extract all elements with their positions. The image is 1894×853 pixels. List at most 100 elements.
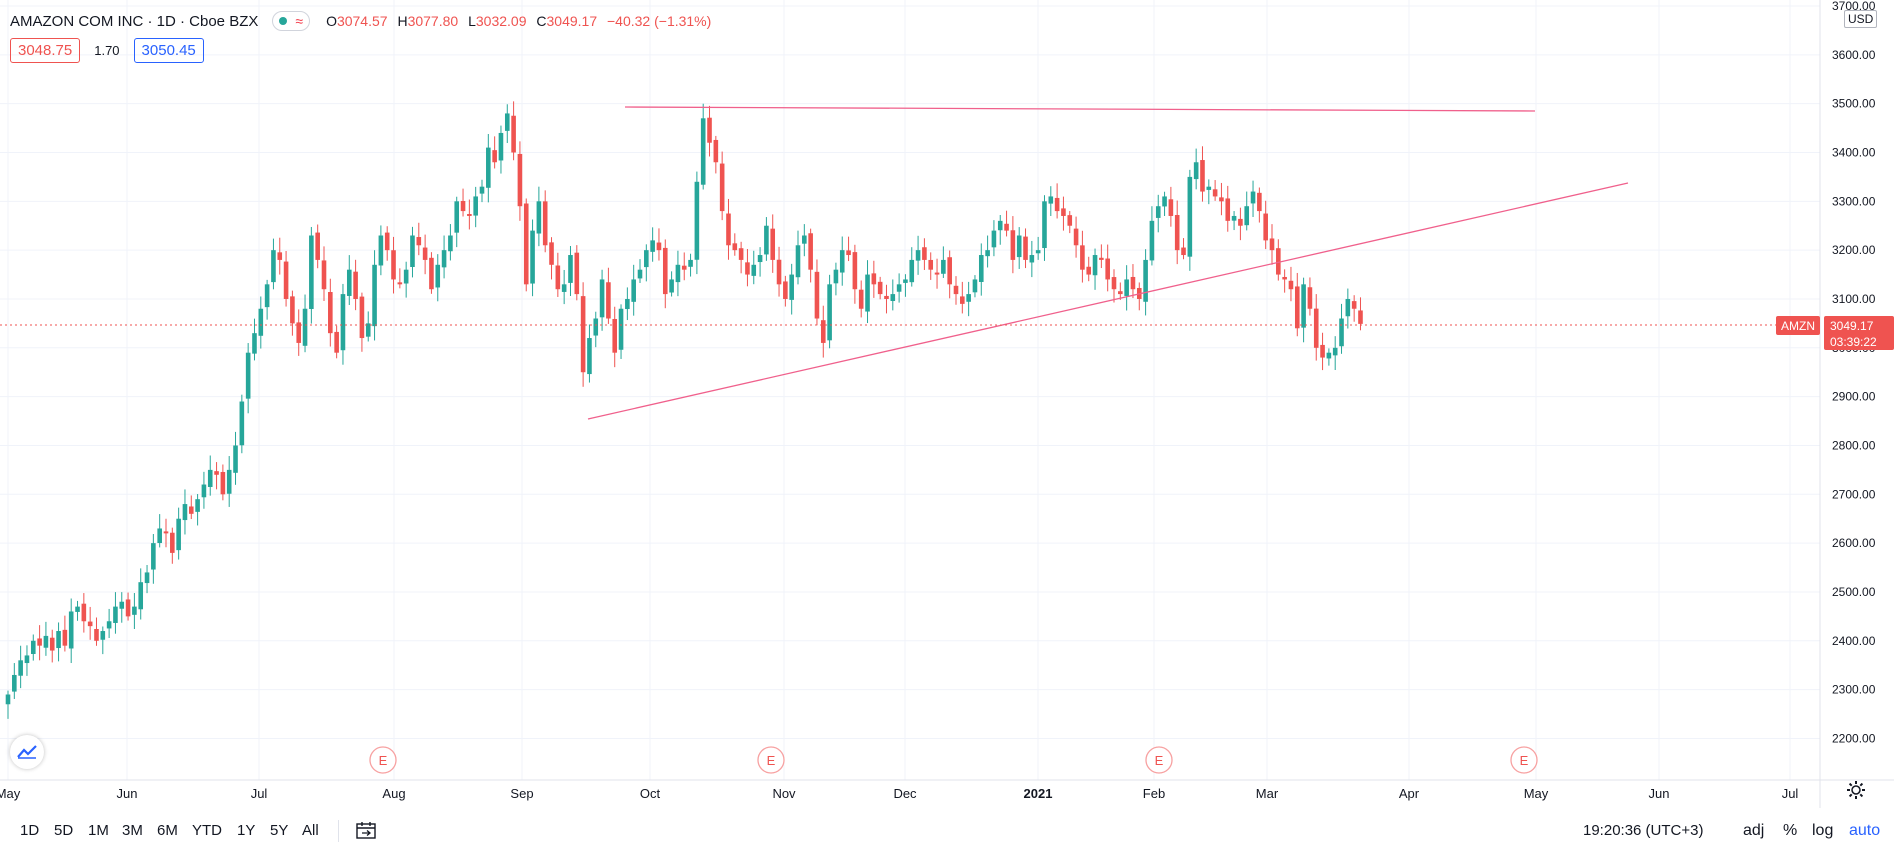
range-ytd-button[interactable]: YTD [192, 822, 222, 839]
candle [62, 615, 68, 652]
candle-body [1023, 236, 1028, 260]
bid-price-button[interactable]: 3048.75 [10, 38, 81, 63]
candle [745, 248, 750, 287]
candle-body [606, 282, 611, 319]
candle-body [612, 318, 618, 353]
range-1d-button[interactable]: 1D [20, 822, 40, 839]
candle-body [346, 269, 352, 296]
candle-body [1351, 301, 1357, 309]
time-axis[interactable]: May Jun Jul Aug Sep Oct Nov Dec 2021 Feb Mar Apr May… [0, 786, 1798, 801]
candle [593, 311, 599, 348]
candle [195, 494, 200, 526]
price-axis-label: 3500.00 [1832, 97, 1876, 111]
candle-body [359, 296, 365, 339]
price-axis[interactable]: 3700.00 3600.00 3500.00 3400.00 3300.00 3200.… [1832, 0, 1876, 745]
candle [644, 244, 649, 282]
log-scale-toggle[interactable]: log [1812, 822, 1834, 839]
range-5y-button[interactable]: 5Y [270, 822, 289, 839]
candle-body [846, 250, 851, 256]
candle-body [1086, 266, 1092, 275]
time-axis-label: Jul [251, 786, 268, 801]
candle [675, 250, 681, 297]
candle-body [1035, 250, 1041, 254]
candle-body [568, 255, 573, 283]
candle [94, 617, 99, 646]
candle-body [309, 235, 314, 309]
range-all-button[interactable]: All [302, 822, 319, 839]
candle [1016, 227, 1022, 269]
candle [1301, 277, 1306, 343]
range-1m-button[interactable]: 1M [88, 822, 109, 839]
symbol-title[interactable]: AMAZON COM INC · 1D · Cboe BZX [10, 12, 259, 30]
candle [113, 592, 118, 634]
percent-scale-toggle[interactable]: % [1783, 822, 1798, 839]
candle-body [5, 694, 11, 705]
candle [486, 133, 491, 203]
range-1y-button[interactable]: 1Y [237, 822, 256, 839]
candle-body [852, 252, 858, 290]
resistance-trendline[interactable] [624, 106, 1536, 112]
legend-header: AMAZON COM INC · 1D · Cboe BZX ≈ O3074.5… [10, 11, 717, 31]
candle [1200, 146, 1205, 202]
tradingview-logo-icon[interactable] [10, 735, 44, 769]
candle [877, 276, 883, 300]
candle [1155, 194, 1161, 233]
ask-price-button[interactable]: 3050.45 [133, 38, 204, 63]
earnings-marker[interactable]: E [757, 746, 785, 774]
candle [403, 261, 409, 298]
candle-body [934, 272, 940, 275]
trendlines[interactable] [587, 106, 1629, 420]
candle [1187, 169, 1193, 271]
settings-gear-icon[interactable] [1846, 780, 1866, 800]
candle-body [922, 247, 927, 260]
range-3m-button[interactable]: 3M [122, 822, 143, 839]
candle-body [353, 271, 358, 299]
candle [504, 104, 510, 144]
candle-body [1080, 245, 1085, 270]
candle-body [340, 294, 346, 351]
candle-body [1301, 284, 1306, 328]
candle [909, 247, 915, 287]
candle-body [656, 242, 662, 251]
candle [207, 455, 213, 496]
go-to-date-icon[interactable] [356, 821, 376, 839]
candle-body [827, 284, 832, 341]
market-status-pill[interactable]: ≈ [272, 11, 311, 31]
candle [1238, 207, 1243, 241]
candle-body [100, 631, 106, 640]
candle [1193, 148, 1199, 190]
candle [309, 226, 314, 324]
candle [43, 621, 49, 656]
market-open-dot-icon [279, 17, 288, 25]
candle [1181, 238, 1186, 260]
candle-body [1174, 214, 1180, 251]
candle [24, 645, 30, 676]
earnings-marker[interactable]: E [369, 746, 397, 774]
clock-timezone[interactable]: 19:20:36 (UTC+3) [1583, 822, 1704, 839]
candle-body [454, 201, 460, 233]
candle [435, 254, 441, 302]
candle [144, 564, 150, 594]
price-axis-label: 2900.00 [1832, 390, 1876, 404]
support-trendline[interactable] [587, 182, 1629, 420]
candle [587, 324, 592, 383]
candle [334, 325, 339, 359]
earnings-marker[interactable]: E [1145, 746, 1173, 774]
range-6m-button[interactable]: 6M [157, 822, 178, 839]
auto-scale-toggle[interactable]: auto [1849, 822, 1881, 839]
earnings-marker[interactable]: E [1510, 746, 1538, 774]
currency-label[interactable]: USD [1844, 10, 1878, 28]
price-chart[interactable]: 3700.00 3600.00 3500.00 3400.00 3300.00 3200.… [0, 0, 1894, 808]
candle [580, 282, 586, 387]
candle [972, 275, 978, 298]
price-axis-label: 3700.00 [1832, 0, 1876, 13]
candle [858, 280, 864, 318]
adjust-toggle[interactable]: adj [1743, 822, 1765, 839]
candle-body [188, 506, 194, 514]
range-5d-button[interactable]: 5D [54, 822, 74, 839]
candle [656, 228, 662, 261]
candle [827, 274, 832, 349]
candle [397, 268, 403, 289]
candle-body [258, 308, 264, 336]
